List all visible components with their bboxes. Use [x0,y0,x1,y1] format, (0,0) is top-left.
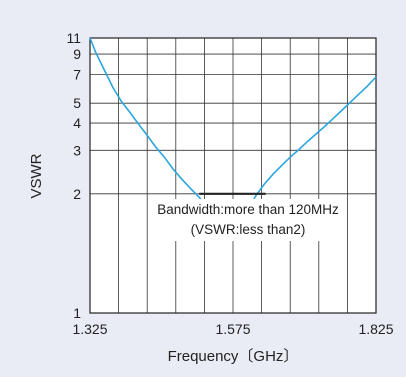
annotation: Bandwidth:more than 120MHz (VSWR:less th… [155,199,341,241]
annotation-vswr-condition: (VSWR:less than2) [191,222,306,237]
x-tick-labels: 1.325 1.575 1.825 [72,321,393,337]
y-tick-label-4: 5 [73,95,81,111]
y-tick-label-1: 2 [73,186,81,202]
y-tick-labels: 1 2 3 4 5 7 911 [66,30,81,321]
y-tick-label-5: 7 [73,67,81,83]
x-tick-label-1: 1.575 [215,321,250,337]
x-axis-title: Frequency〔GHz〕 [168,348,299,365]
x-tick-label-0: 1.325 [72,321,107,337]
y-tick-label-3: 4 [73,115,81,131]
annotation-background [155,199,341,241]
y-tick-label-6: 9 [73,46,81,62]
x-tick-label-2: 1.825 [358,321,393,337]
y-axis-title: VSWR [28,153,45,198]
annotation-bandwidth: Bandwidth:more than 120MHz [157,202,339,217]
y-tick-label-0: 1 [73,305,81,321]
y-tick-label-2: 3 [73,142,81,158]
plot-frame [89,37,377,314]
y-tick-label-7: 11 [66,30,81,46]
